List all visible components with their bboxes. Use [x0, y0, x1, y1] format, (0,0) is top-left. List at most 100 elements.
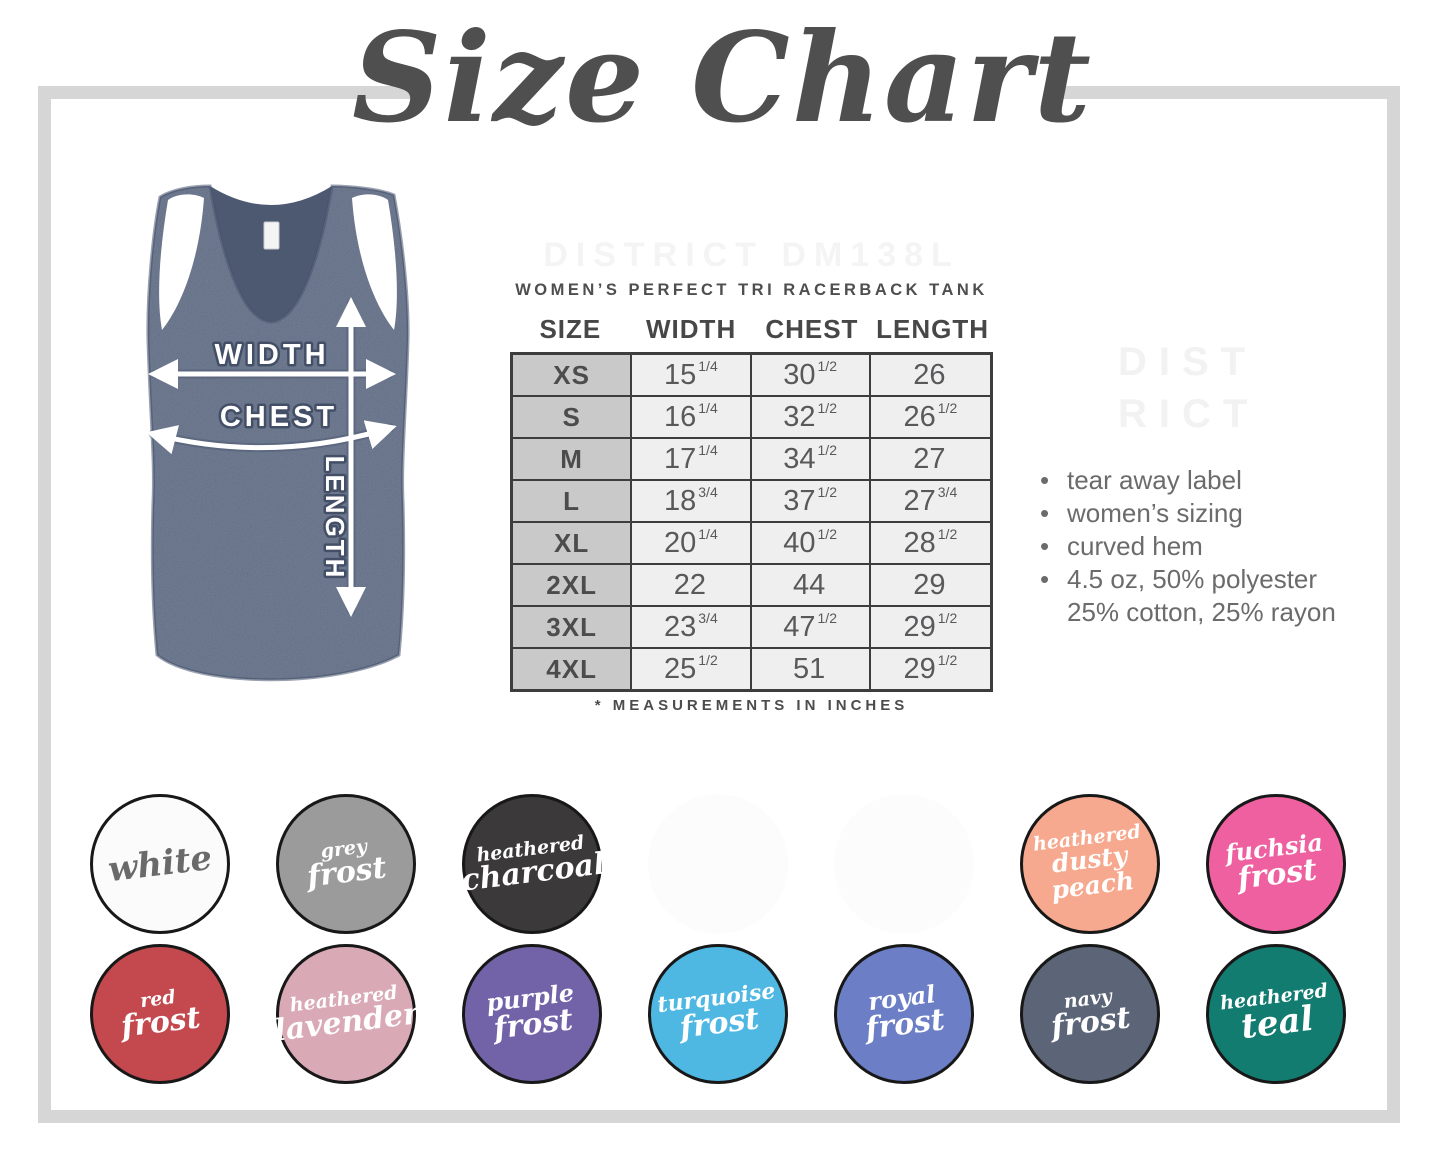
width-label: WIDTH	[214, 339, 329, 371]
width-cell: 15 1/4	[632, 355, 752, 397]
width-cell: 17 1/4	[632, 439, 752, 481]
cell-value: 28	[903, 526, 936, 559]
cell-value: 26	[913, 358, 946, 391]
page-frame	[38, 86, 1400, 1123]
swatch-heathered-charcoal: heathered charcoal	[459, 794, 607, 934]
swatch-purple-frost: purple frost	[462, 944, 602, 1084]
swatch-label: white	[105, 837, 215, 890]
swatch-grey-frost: grey frost	[276, 794, 416, 934]
tank-armhole-right	[352, 194, 397, 330]
cell-value: 27	[903, 484, 936, 517]
cell-value: 27	[913, 442, 946, 475]
length-cell: 29 1/2	[870, 649, 990, 689]
cell-value: 20	[664, 526, 697, 559]
swatch-label: royal frost	[861, 979, 947, 1047]
bullet-icon: •	[1040, 465, 1050, 495]
tank-back-panel	[210, 186, 332, 322]
bullet-icon: •	[1040, 564, 1050, 594]
bullet-icon: •	[1040, 531, 1050, 561]
size-cell: XL	[513, 523, 633, 565]
cell-value: 22	[673, 568, 706, 601]
column-header-length: LENGTH	[876, 314, 990, 344]
cell-value: 30	[783, 358, 816, 391]
swatch-label: grey frost	[304, 835, 388, 894]
swatch-unavailable-1	[648, 794, 788, 934]
title-frame-gap	[410, 80, 1050, 106]
swatch-label-main: frost	[863, 1002, 947, 1047]
measurement-arrows	[146, 296, 397, 618]
chest-cell: 40 1/2	[751, 523, 871, 565]
swatch-label: red frost	[118, 985, 203, 1045]
chest-cell: 47 1/2	[751, 607, 871, 649]
chest-cell: 30 1/2	[751, 355, 871, 397]
swatch-label-main: frost	[1049, 999, 1133, 1045]
swatch-turquoise-frost: turquoise frost	[648, 944, 788, 1084]
swatch-heathered-dusty-peach: heathered dusty peach	[1020, 794, 1160, 934]
watermark-district-side: DIST RICT	[1118, 336, 1259, 440]
feature-text: tear away label	[1067, 465, 1242, 495]
feature-list: • tear away label • women’s sizing • cur…	[1040, 464, 1410, 629]
swatch-label: heathered dusty peach	[1019, 821, 1160, 907]
chest-cell: 37 1/2	[751, 481, 871, 523]
column-header-chest: CHEST	[765, 314, 859, 344]
swatch-fuchsia-frost: fuchsia frost	[1206, 794, 1346, 934]
swatch-label-main: frost	[1235, 852, 1319, 897]
cell-value: 25	[664, 652, 697, 685]
chest-label: CHEST	[220, 401, 338, 433]
cell-value: 18	[664, 484, 697, 517]
watermark-district: DISTRICT DM138L	[543, 236, 960, 274]
size-cell: S	[513, 397, 633, 439]
size-cell: L	[513, 481, 633, 523]
swatch-label-main: white	[105, 837, 215, 890]
swatch-heathered-teal: heathered teal	[1206, 944, 1346, 1084]
cell-value: 47	[783, 610, 816, 643]
size-cell: 4XL	[513, 649, 633, 689]
length-cell: 26 1/2	[870, 397, 990, 439]
watermark-line: RICT	[1118, 392, 1260, 436]
size-cell: XS	[513, 355, 633, 397]
cell-value: 32	[783, 400, 816, 433]
length-cell: 27	[870, 439, 990, 481]
cell-value: 40	[783, 526, 816, 559]
measurements-note: * MEASUREMENTS IN INCHES	[594, 697, 909, 714]
width-cell: 22	[632, 565, 752, 607]
width-cell: 20 1/4	[632, 523, 752, 565]
swatch-label: heathered charcoal	[457, 831, 607, 898]
swatch-red-frost: red frost	[90, 944, 230, 1084]
cell-value: 26	[903, 400, 936, 433]
cell-value: 29	[913, 568, 946, 601]
size-cell: 2XL	[513, 565, 633, 607]
swatch-label: purple frost	[485, 978, 579, 1047]
size-cell: M	[513, 439, 633, 481]
cell-value: 51	[792, 652, 826, 685]
feature-item: • tear away label	[1040, 464, 1410, 497]
length-cell: 26	[870, 355, 990, 397]
page-title: Size Chart	[352, 6, 1093, 151]
chest-cell: 32 1/2	[751, 397, 871, 439]
swatch-label: fuchsia frost	[1224, 828, 1328, 897]
column-header-size: SIZE	[539, 314, 602, 344]
length-cell: 29	[870, 565, 990, 607]
cell-value: 23	[664, 610, 697, 643]
width-cell: 23 3/4	[632, 607, 752, 649]
size-table: XS 15 1/4 30 1/2 26 S 16 1/4 32 1/2 26 1/2 M …	[510, 352, 993, 692]
swatch-label-main: frost	[119, 999, 203, 1045]
cell-value: 29	[903, 610, 936, 643]
chest-cell: 51	[751, 649, 871, 689]
cell-value: 29	[903, 652, 936, 685]
chest-cell: 34 1/2	[751, 439, 871, 481]
feature-item: • women’s sizing	[1040, 497, 1410, 530]
width-cell: 25 1/2	[632, 649, 752, 689]
feature-text-continuation: 25% cotton, 25% rayon	[1067, 597, 1336, 627]
length-label: LENGTH	[320, 456, 350, 581]
cell-value: 44	[792, 568, 826, 601]
length-cell: 29 1/2	[870, 607, 990, 649]
tank-armhole-left	[159, 194, 204, 330]
swatch-label: navy frost	[1048, 985, 1133, 1045]
swatch-royal-frost: royal frost	[834, 944, 974, 1084]
chest-cell: 44	[751, 565, 871, 607]
swatch-unavailable-2	[834, 794, 974, 934]
watermark-line: DIST	[1118, 340, 1258, 384]
swatch-heathered-lavender: heathered lavender	[273, 944, 421, 1084]
